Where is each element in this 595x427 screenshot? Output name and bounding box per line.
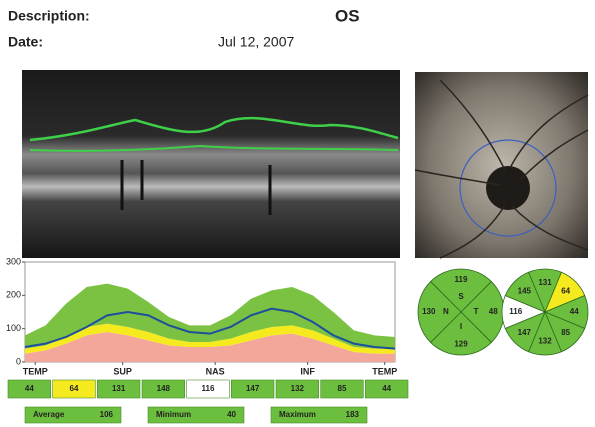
- circle-value: 85: [561, 328, 570, 337]
- sector-value: 147: [246, 384, 260, 393]
- summary-label: Minimum: [156, 410, 191, 419]
- circle-label: N: [443, 307, 449, 316]
- summary-label: Average: [33, 410, 65, 419]
- summary-value: 106: [100, 410, 114, 419]
- x-tick-label: SUP: [113, 366, 132, 376]
- oct-scan: [22, 70, 400, 258]
- circle-value: 132: [538, 336, 552, 345]
- x-tick-label: TEMP: [372, 366, 397, 376]
- y-tick-label: 300: [6, 256, 21, 266]
- sector-value: 44: [25, 384, 34, 393]
- sector-value: 116: [202, 384, 215, 393]
- x-tick-label: TEMP: [23, 366, 48, 376]
- circle-value: 147: [518, 328, 532, 337]
- fundus-image: [415, 72, 588, 258]
- report: Description: OS Date: Jul 12, 2007 0 100 2…: [0, 0, 595, 427]
- date-label: Date:: [8, 34, 43, 50]
- x-tick-label: INF: [300, 366, 315, 376]
- sector-value: 132: [291, 384, 305, 393]
- summary-label: Maximum: [279, 410, 316, 419]
- circle-value: 64: [561, 286, 570, 295]
- y-tick-label: 200: [6, 290, 21, 300]
- circle-label: T: [474, 307, 479, 316]
- circle-label: S: [458, 292, 464, 301]
- y-tick-label: 0: [16, 356, 21, 366]
- date: Jul 12, 2007: [218, 34, 294, 50]
- summary-value: 40: [227, 410, 236, 419]
- sector-value: 85: [338, 384, 347, 393]
- summary-value: 183: [346, 410, 360, 419]
- circle-value: 130: [422, 307, 436, 316]
- eye: OS: [335, 6, 360, 25]
- circle-value: 131: [538, 278, 552, 287]
- sector-value: 64: [70, 384, 79, 393]
- circle-value: 48: [489, 307, 498, 316]
- x-tick-label: NAS: [206, 366, 225, 376]
- sector-value: 44: [382, 384, 391, 393]
- circle-value: 116: [509, 307, 522, 316]
- circle-value: 44: [570, 307, 579, 316]
- sector-value: 131: [112, 384, 126, 393]
- circle-value: 129: [454, 339, 468, 348]
- circle-value: 119: [455, 275, 468, 284]
- sector-value: 148: [157, 384, 171, 393]
- circle-label: I: [460, 322, 462, 331]
- circle-value: 145: [518, 286, 532, 295]
- y-tick-label: 100: [6, 323, 21, 333]
- description-label: Description:: [8, 8, 90, 24]
